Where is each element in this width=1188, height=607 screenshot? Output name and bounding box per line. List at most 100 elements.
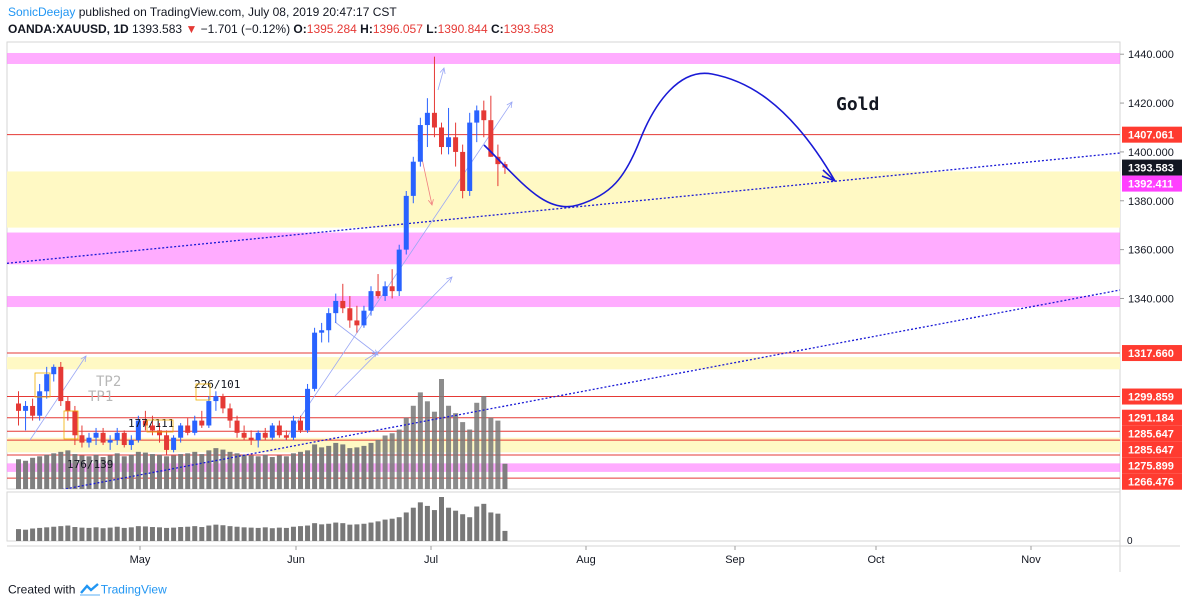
tradingview-brand[interactable]: TradingView <box>100 582 167 597</box>
volume-bar <box>58 451 64 489</box>
volume-bar <box>488 417 494 489</box>
volume-pane-bar <box>446 507 452 541</box>
volume-pane-bar <box>185 526 191 541</box>
candle <box>439 127 444 148</box>
candle <box>460 151 466 191</box>
candle <box>220 396 226 409</box>
volume-bar <box>30 457 36 489</box>
candle <box>474 110 480 123</box>
publish-text: published on TradingView.com, July 08, 2… <box>78 5 397 19</box>
volume-bar <box>361 445 367 489</box>
volume-pane-bar <box>262 527 268 541</box>
resistance-zone-0 <box>7 52 1120 64</box>
candle <box>354 320 360 326</box>
volume-pane-bar <box>439 497 444 541</box>
volume-bar <box>382 435 388 489</box>
candle <box>431 112 437 128</box>
volume-bar <box>276 455 282 489</box>
volume-bar <box>44 454 50 489</box>
symbol-name[interactable]: OANDA:XAUUSD, 1D <box>8 22 129 36</box>
resistance-zone-3 <box>7 463 1120 472</box>
price-tag-label: 1393.583 <box>1128 163 1174 175</box>
candle <box>375 291 381 297</box>
candle <box>319 330 325 333</box>
volume-bar <box>453 413 459 489</box>
volume-bar <box>199 454 205 489</box>
volume-bar <box>424 401 430 489</box>
candle <box>72 410 78 436</box>
volume-pane-bar <box>305 525 311 541</box>
candle <box>326 313 332 331</box>
chart-title-annotation: Gold <box>836 94 879 115</box>
tradingview-logo-icon <box>79 582 101 599</box>
candle <box>149 425 155 431</box>
ratio-label-1: 226/101 <box>194 378 240 391</box>
volume-pane-bar <box>417 502 423 541</box>
volume-pane-bar <box>65 525 71 541</box>
candle <box>333 300 339 314</box>
author-link[interactable]: SonicDeejay <box>8 5 76 19</box>
projection-curve <box>483 72 836 208</box>
volume-bar <box>23 460 29 489</box>
candle <box>114 432 120 441</box>
candle <box>171 437 177 450</box>
volume-bar <box>114 453 120 489</box>
volume-pane-bar <box>368 522 374 541</box>
volume-pane-bar <box>135 526 141 541</box>
volume-bar <box>298 451 303 489</box>
candle <box>276 425 282 436</box>
volume-bar <box>164 456 170 489</box>
symbol-info: OANDA:XAUUSD, 1D 1393.583 ▼ −1.701 (−0.1… <box>8 22 554 36</box>
volume-bar <box>312 444 318 489</box>
last-price: 1393.583 <box>132 22 183 36</box>
volume-bar <box>333 442 339 489</box>
price-tag-label: 1291.184 <box>1128 413 1175 425</box>
volume-pane-bar <box>51 526 57 541</box>
candle <box>58 366 64 402</box>
volume-pane-bar <box>100 528 106 541</box>
volume-pane-bar <box>192 526 198 541</box>
volume-bar <box>185 453 191 489</box>
y-tick-label: 1400.000 <box>1128 147 1174 159</box>
volume-pane-bar <box>276 527 282 541</box>
volume-bar <box>171 455 177 489</box>
price-tag-label: 1317.660 <box>1128 348 1174 360</box>
y-tick-label: 1380.000 <box>1128 196 1174 208</box>
volume-bar <box>255 456 261 489</box>
candle <box>305 388 311 431</box>
volume-pane-bar <box>298 526 303 541</box>
candle <box>340 300 346 309</box>
volume-bar <box>157 454 162 489</box>
peak-arrow <box>437 67 445 91</box>
projection-arrow-2-head <box>446 276 453 283</box>
volume-bar <box>410 405 416 489</box>
open-value: 1395.284 <box>306 22 357 36</box>
volume-bar <box>128 454 134 489</box>
publish-info: SonicDeejay published on TradingView.com… <box>8 5 397 19</box>
volume-pane-bar <box>93 527 99 541</box>
volume-bar <box>234 453 240 489</box>
volume-bar <box>467 429 473 489</box>
volume-bar <box>326 445 332 489</box>
support-zone-2 <box>7 437 1120 453</box>
volume-pane-bar <box>424 505 430 541</box>
x-tick-label: Sep <box>725 554 745 566</box>
price-tag <box>1122 441 1182 458</box>
candle <box>51 366 57 375</box>
volume-pane-bar <box>248 527 254 541</box>
candle <box>227 408 233 421</box>
volume-pane-bar <box>410 507 416 541</box>
price-tag <box>1122 457 1182 474</box>
candle <box>23 405 29 411</box>
price-tag <box>1122 126 1182 143</box>
volume-bar <box>460 422 466 489</box>
tp-arrow <box>29 355 87 441</box>
volume-bar <box>495 420 501 489</box>
volume-pane-bar <box>481 503 487 541</box>
resistance-zone-1 <box>7 232 1120 265</box>
high-value: 1396.057 <box>372 22 423 36</box>
price-tag-label: 1285.647 <box>1128 429 1174 441</box>
candle <box>481 110 487 121</box>
